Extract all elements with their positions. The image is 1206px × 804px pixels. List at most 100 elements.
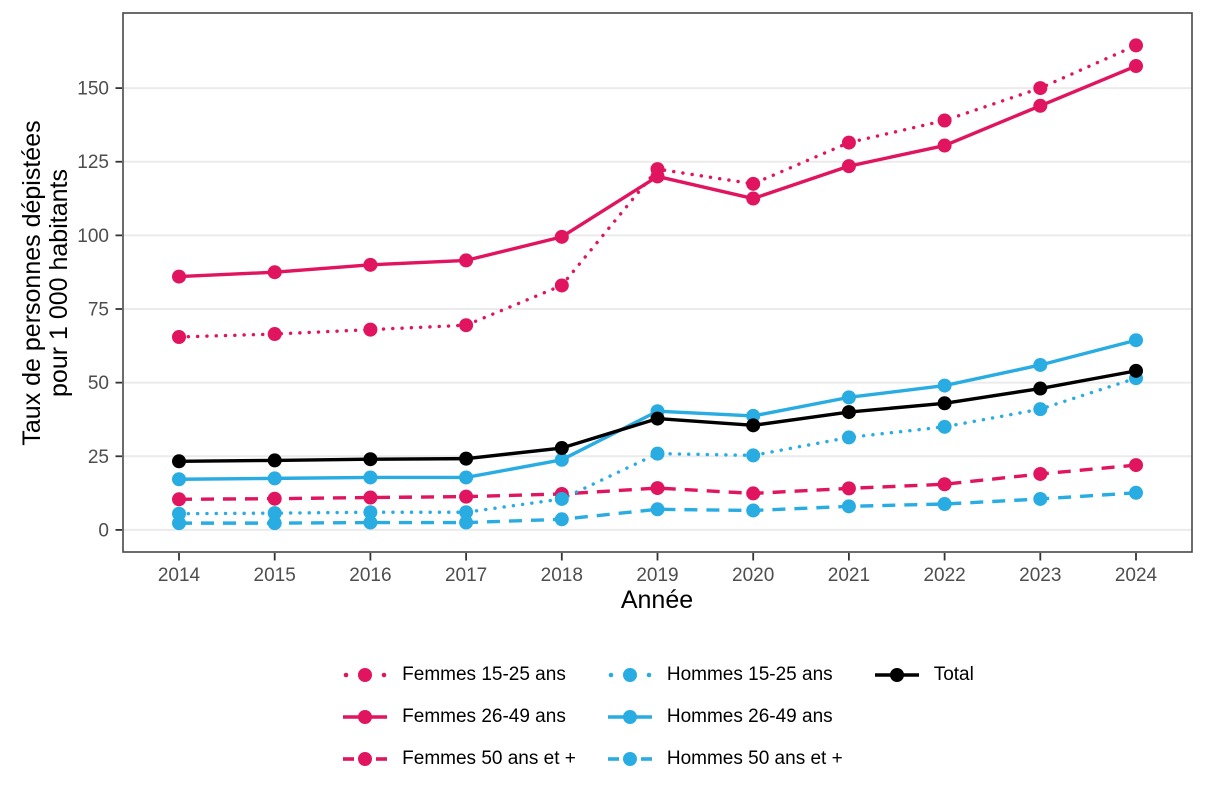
data-point	[1033, 402, 1048, 417]
data-point	[363, 470, 378, 485]
legend-item-femmes-50-ans-et: Femmes 50 ans et +	[341, 748, 576, 770]
x-tick-label: 2014	[158, 565, 201, 586]
y-tick-label: 75	[88, 300, 109, 321]
data-point	[267, 327, 282, 342]
series-points-femmes-26-49-ans	[172, 59, 1143, 284]
y-tick-label: 25	[88, 447, 109, 468]
legend-wrap: Femmes 15-25 ans Femmes 26-49 ans Femmes 5…	[123, 664, 1192, 770]
data-point	[841, 135, 856, 150]
data-point	[1129, 59, 1143, 74]
data-point	[937, 113, 952, 128]
y-tick-label: 0	[98, 520, 109, 541]
data-point	[1033, 381, 1048, 396]
legend-key-point	[622, 710, 637, 724]
data-point	[459, 505, 474, 520]
legend-item-total: Total	[873, 664, 974, 686]
legend-key-solid-icon	[874, 668, 919, 682]
y-tick-label: 125	[77, 152, 109, 173]
y-axis-title-line2: pour 1 000 habitants	[45, 169, 73, 397]
legend-key-dot	[343, 672, 349, 678]
data-point	[172, 454, 186, 469]
y-tick-label: 50	[88, 373, 109, 394]
chart-legend: Femmes 15-25 ans Femmes 26-49 ans Femmes 5…	[341, 664, 974, 770]
y-tick-label: 100	[77, 226, 109, 247]
data-point	[459, 318, 474, 333]
data-point	[363, 452, 378, 467]
legend-item-hommes-26-49-ans: Hommes 26-49 ans	[606, 706, 843, 728]
x-tick-label: 2023	[1019, 565, 1061, 586]
legend-key-point	[358, 710, 373, 724]
x-tick-label: 2018	[541, 565, 583, 586]
legend-key-point	[358, 752, 373, 766]
data-point	[937, 378, 952, 393]
x-tick-label: 2019	[636, 565, 678, 586]
data-point	[650, 481, 665, 496]
data-point	[172, 269, 186, 284]
data-point	[267, 471, 282, 486]
x-axis-title: Année	[621, 586, 693, 614]
data-point	[1129, 458, 1143, 473]
data-point	[746, 448, 761, 463]
legend-item-femmes-26-49-ans: Femmes 26-49 ans	[341, 706, 576, 728]
data-point	[267, 265, 282, 280]
legend-item-hommes-50-ans-et: Hommes 50 ans et +	[606, 748, 843, 770]
data-point	[554, 229, 569, 244]
legend-item-hommes-15-25-ans: Hommes 15-25 ans	[606, 664, 843, 686]
legend-column: Hommes 15-25 ans Hommes 26-49 ans Hommes 5…	[606, 664, 843, 770]
data-point	[1129, 363, 1143, 378]
data-point	[554, 512, 569, 527]
legend-key-dot	[608, 672, 614, 678]
data-point	[363, 322, 378, 337]
data-point	[841, 499, 856, 514]
data-point	[1129, 333, 1143, 348]
legend-key-point	[622, 752, 637, 766]
data-point	[746, 176, 761, 191]
series-line-hommes-50-ans-et	[179, 491, 1137, 525]
data-point	[172, 472, 186, 487]
data-point	[1129, 485, 1143, 500]
x-tick-label: 2020	[732, 565, 774, 586]
legend-key-solid-icon	[343, 710, 388, 724]
data-point	[172, 492, 186, 507]
legend-label: Femmes 26-49 ans	[402, 706, 566, 727]
legend-label: Hommes 50 ans et +	[666, 748, 843, 769]
legend-key-dotted-icon	[608, 668, 652, 682]
data-point	[841, 390, 856, 405]
data-point	[1033, 466, 1048, 481]
legend-key-point	[622, 668, 637, 682]
legend-key-point	[358, 668, 373, 682]
data-series	[172, 38, 1143, 531]
data-point	[746, 418, 761, 433]
data-point	[1033, 357, 1048, 372]
data-point	[937, 419, 952, 434]
y-tick-label: 150	[77, 79, 109, 100]
data-point	[554, 491, 569, 506]
data-point	[1033, 491, 1048, 506]
data-point	[459, 253, 474, 268]
x-tick-label: 2016	[349, 565, 391, 586]
x-tick-label: 2024	[1115, 565, 1158, 586]
x-tick-label: 2022	[923, 565, 965, 586]
data-point	[267, 453, 282, 468]
data-point	[746, 191, 761, 206]
legend-column: Femmes 15-25 ans Femmes 26-49 ans Femmes 5…	[341, 664, 576, 770]
x-tick-label: 2015	[254, 565, 296, 586]
legend-label: Femmes 15-25 ans	[402, 664, 566, 685]
data-point	[554, 452, 569, 467]
data-point	[841, 430, 856, 445]
legend-key-dashed-icon	[607, 752, 652, 766]
data-point	[1033, 81, 1048, 96]
legend-label: Total	[933, 664, 974, 685]
data-point	[172, 329, 186, 344]
x-tick-label: 2017	[445, 565, 487, 586]
series-line-hommes-15-25-ans	[177, 376, 1138, 516]
y-axis-title-line1: Taux de personnes dépistées	[18, 120, 46, 445]
panel-border	[122, 12, 1193, 553]
data-point	[937, 496, 952, 511]
data-point	[937, 396, 952, 411]
series-line-femmes-15-25-ans	[177, 43, 1138, 339]
legend-key-dot	[381, 672, 387, 678]
data-point	[746, 503, 761, 518]
data-point	[650, 446, 665, 461]
